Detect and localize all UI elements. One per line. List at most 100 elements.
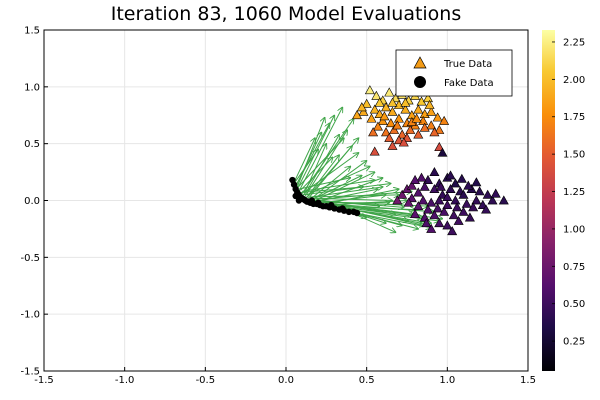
true-data-point bbox=[429, 210, 440, 220]
true-data-point bbox=[434, 218, 445, 228]
true-data-point bbox=[369, 146, 380, 156]
y-tick-label: 0.0 bbox=[24, 196, 40, 207]
true-data-point bbox=[463, 180, 474, 190]
true-data-point bbox=[397, 129, 408, 139]
true-data-point bbox=[464, 212, 475, 222]
true-data-point bbox=[413, 104, 424, 114]
colorbar-tick-label: 0.75 bbox=[563, 262, 585, 273]
colorbar-tick-label: 1.75 bbox=[563, 112, 585, 123]
true-data-point bbox=[429, 166, 440, 176]
true-data-point bbox=[456, 173, 467, 183]
gradient-arrow bbox=[321, 189, 377, 201]
true-data-point bbox=[379, 111, 390, 121]
true-data-point bbox=[416, 172, 427, 182]
true-data-point bbox=[458, 189, 469, 199]
true-data-point bbox=[458, 206, 469, 216]
true-data-point bbox=[468, 202, 479, 212]
y-tick-label: 0.5 bbox=[24, 139, 40, 150]
gradient-arrow bbox=[314, 175, 362, 199]
x-tick-label: -1.0 bbox=[115, 375, 135, 386]
true-data-point bbox=[381, 127, 392, 137]
colorbar-tick-label: 1.25 bbox=[563, 187, 585, 198]
legend-box bbox=[395, 49, 513, 97]
colorbar-tick-label: 0.25 bbox=[563, 337, 585, 348]
fake-data-point bbox=[292, 192, 299, 200]
true-data-point bbox=[369, 104, 380, 114]
true-data-point bbox=[361, 98, 372, 108]
true-data-points bbox=[351, 85, 509, 236]
true-data-point bbox=[374, 108, 385, 119]
colorbar-tick-label: 1.50 bbox=[563, 150, 585, 161]
gradient-arrow bbox=[308, 146, 353, 197]
y-axis-ticks: -1.5 -1.0 -0.5 0.0 0.5 1.0 1.5 bbox=[20, 26, 48, 378]
true-data-point bbox=[421, 218, 432, 228]
colorbar-tick-label: 0.50 bbox=[563, 299, 585, 310]
legend-fake-data-marker bbox=[414, 76, 426, 88]
true-data-point bbox=[403, 197, 414, 207]
colorbar-tick-label: 1.00 bbox=[563, 224, 585, 235]
gradient-arrow bbox=[309, 166, 350, 200]
true-data-point bbox=[351, 110, 362, 120]
true-data-point bbox=[482, 189, 493, 199]
true-data-point bbox=[418, 195, 429, 205]
true-data-point bbox=[490, 188, 501, 198]
x-tick-label: 1.5 bbox=[520, 375, 536, 386]
true-data-point bbox=[410, 209, 421, 219]
x-tick-label: 1.0 bbox=[439, 375, 455, 386]
true-data-point bbox=[434, 141, 445, 151]
true-data-point bbox=[366, 113, 377, 123]
gradient-arrow bbox=[295, 123, 330, 186]
true-data-point bbox=[471, 195, 482, 205]
true-data-point bbox=[387, 97, 398, 107]
true-data-point bbox=[442, 220, 453, 230]
true-data-point bbox=[481, 204, 492, 214]
true-data-point bbox=[393, 113, 404, 123]
fake-data-point bbox=[295, 197, 303, 204]
gradient-arrow bbox=[311, 198, 393, 200]
true-data-point bbox=[372, 121, 383, 131]
true-data-point bbox=[426, 197, 437, 207]
true-data-point bbox=[452, 202, 463, 212]
gradient-arrow bbox=[296, 118, 324, 188]
true-data-point bbox=[358, 106, 369, 116]
true-data-point bbox=[429, 127, 440, 137]
true-data-point bbox=[374, 97, 385, 107]
true-data-point bbox=[445, 170, 456, 180]
y-tick-label: 1.0 bbox=[24, 82, 40, 93]
true-data-point bbox=[398, 137, 409, 147]
true-data-point bbox=[368, 127, 379, 137]
fake-data-points bbox=[289, 176, 361, 217]
true-data-point bbox=[400, 97, 411, 107]
true-data-point bbox=[426, 223, 437, 233]
true-data-point bbox=[387, 106, 398, 116]
y-tick-label: 1.5 bbox=[24, 26, 40, 37]
true-data-point bbox=[413, 129, 424, 139]
true-data-point bbox=[377, 115, 388, 125]
x-tick-label: 0.5 bbox=[359, 375, 375, 386]
gradient-arrows bbox=[293, 107, 442, 232]
true-data-point bbox=[400, 104, 411, 114]
true-data-point bbox=[437, 147, 448, 157]
gradient-arrow bbox=[350, 211, 432, 228]
true-data-point bbox=[364, 85, 375, 95]
fake-data-point bbox=[353, 209, 361, 217]
x-tick-label: -0.5 bbox=[196, 375, 216, 386]
gradient-arrow bbox=[298, 178, 351, 190]
colorbar-tick-label: 2.25 bbox=[563, 37, 585, 48]
true-data-point bbox=[426, 120, 437, 130]
x-tick-label: -1.5 bbox=[34, 375, 54, 386]
true-data-point bbox=[392, 195, 403, 205]
true-data-point bbox=[397, 189, 408, 199]
colorbar-gradient bbox=[542, 30, 555, 371]
true-data-point bbox=[410, 174, 421, 184]
true-data-point bbox=[434, 124, 445, 134]
legend-true-data-marker bbox=[413, 56, 427, 69]
true-data-point bbox=[432, 203, 443, 213]
true-data-point bbox=[450, 178, 461, 188]
gradient-arrow bbox=[298, 107, 343, 192]
true-data-point bbox=[413, 201, 424, 211]
true-data-point bbox=[447, 226, 458, 236]
gradient-arrow bbox=[324, 189, 399, 205]
true-data-point bbox=[389, 124, 400, 134]
